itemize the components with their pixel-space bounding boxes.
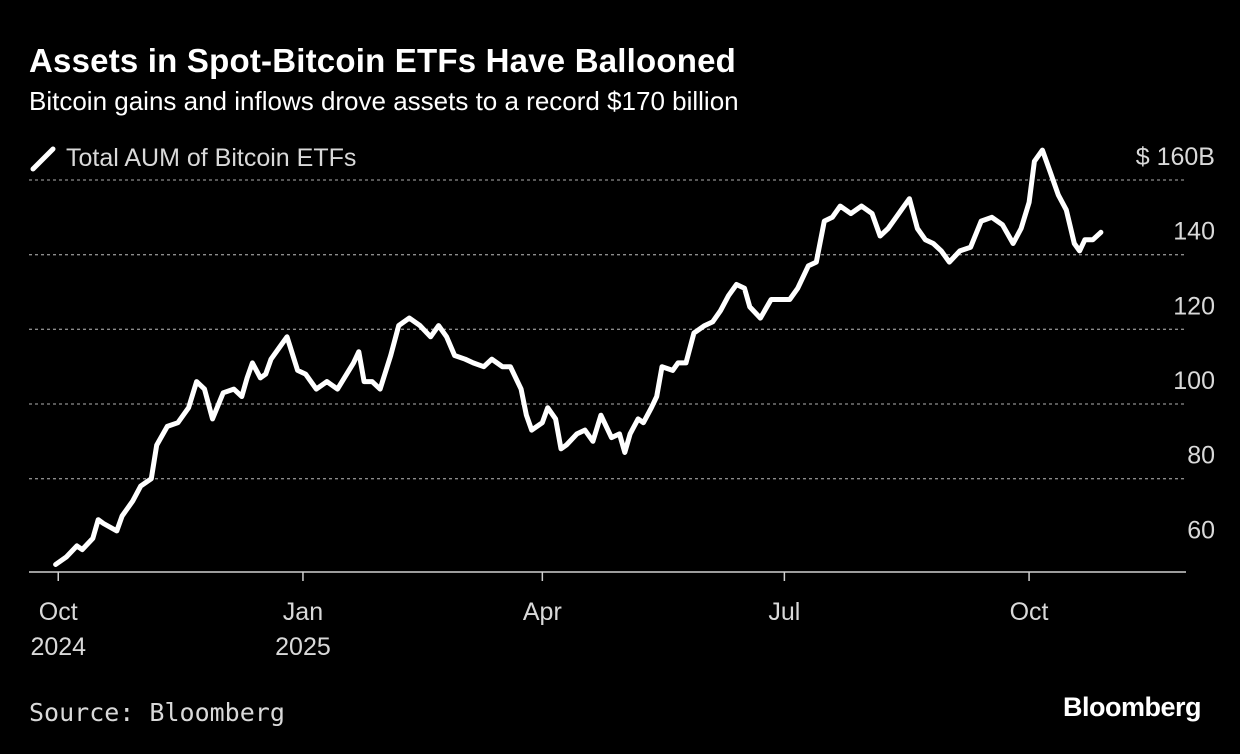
- legend-line-swatch: [30, 146, 56, 172]
- x-tick-label-2024-10-01-1: 2024: [30, 633, 86, 661]
- y-tick-label-80: 80: [1187, 442, 1215, 470]
- chart-subtitle: Bitcoin gains and inflows drove assets t…: [29, 86, 739, 116]
- x-tick-label-2024-10-01-0: Oct: [39, 598, 78, 626]
- y-tick-label-160: $ 160B: [1136, 143, 1215, 171]
- y-tick-label-140: 140: [1173, 218, 1215, 246]
- x-axis: Oct 2024 Jan 2025 Apr Jul Oct: [29, 571, 1186, 661]
- series-layer: [53, 147, 1104, 567]
- legend-label: Total AUM of Bitcoin ETFs: [66, 143, 357, 172]
- chart-title: Assets in Spot-Bitcoin ETFs Have Balloon…: [29, 42, 737, 79]
- series-line-0: [53, 147, 1104, 567]
- x-tick-label-2025-01-01-1: 2025: [275, 633, 331, 661]
- y-axis-labels: 60 80 100 120 140 $ 160B: [1136, 143, 1215, 544]
- x-tick-label-2025-01-01-0: Jan: [283, 598, 323, 626]
- y-tick-label-120: 120: [1173, 292, 1215, 320]
- bloomberg-logo: Bloomberg: [1062, 692, 1202, 722]
- source-note: Source: Bloomberg: [29, 698, 285, 727]
- x-tick-label-2025-07-01-0: Jul: [768, 598, 800, 626]
- gridlines: [29, 179, 1186, 480]
- y-tick-label-60: 60: [1187, 516, 1215, 544]
- x-tick-label-2025-04-01-0: Apr: [523, 598, 562, 626]
- y-tick-label-100: 100: [1173, 367, 1215, 395]
- x-tick-label-2025-10-01-0: Oct: [1010, 598, 1049, 626]
- legend: Total AUM of Bitcoin ETFs: [29, 142, 356, 174]
